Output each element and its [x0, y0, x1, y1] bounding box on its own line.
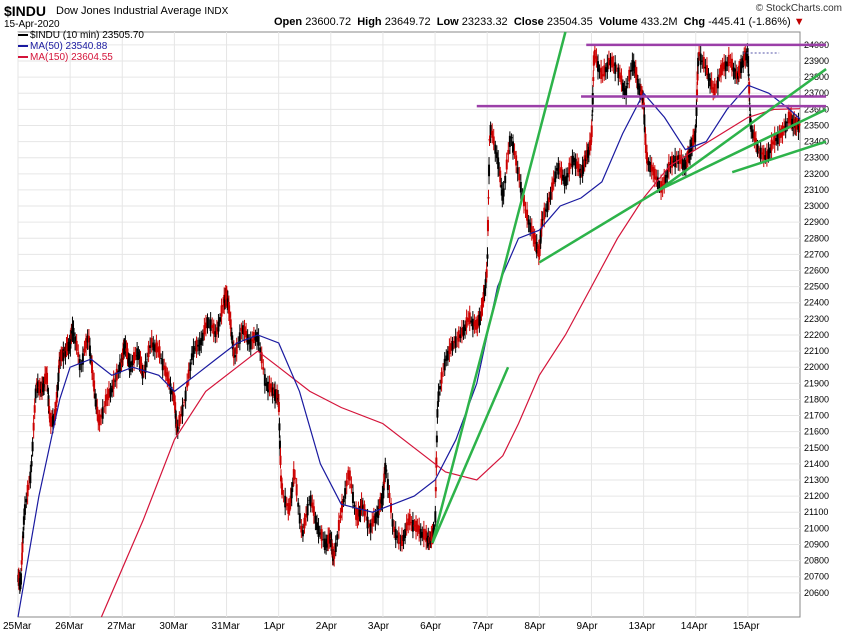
x-tick-label: 15Apr: [733, 621, 760, 632]
y-tick-label: 21400: [804, 459, 829, 469]
y-tick-label: 21200: [804, 491, 829, 501]
y-tick-label: 23900: [804, 56, 829, 66]
x-tick-label: 7Apr: [472, 621, 494, 632]
trend-line: [431, 31, 567, 544]
y-tick-label: 22500: [804, 282, 829, 292]
close-label: Close: [513, 16, 544, 28]
plot-area: [17, 31, 801, 618]
y-tick-label: 23400: [804, 137, 829, 147]
y-tick-label: 21700: [804, 411, 829, 421]
volume-value: 433.2M: [640, 16, 678, 28]
x-tick-label: 26Mar: [55, 621, 84, 632]
x-tick-label: 27Mar: [107, 621, 136, 632]
trend-line: [658, 68, 827, 191]
symbol: $INDU: [4, 3, 47, 19]
legend-label-ma150: MA(150) 23604.55: [30, 52, 113, 63]
close-value: 23504.35: [546, 16, 593, 28]
y-tick-label: 21800: [804, 394, 829, 404]
y-tick-label: 22600: [804, 266, 829, 276]
low-label: Low: [436, 16, 459, 28]
stockcharts-credit[interactable]: © StockCharts.com: [755, 3, 842, 14]
y-tick-label: 23100: [804, 185, 829, 195]
high-value: 23649.72: [384, 16, 431, 28]
open-value: 23600.72: [305, 16, 352, 28]
down-arrow-icon: ▼: [793, 16, 805, 28]
chg-value: -445.41 (-1.86%): [708, 16, 791, 28]
x-tick-label: 6Apr: [420, 621, 442, 632]
index-full-name: Dow Jones Industrial Average: [56, 5, 202, 17]
ohlc-bar: Open 23600.72 High 23649.72 Low 23233.32…: [274, 16, 805, 28]
y-tick-label: 21600: [804, 427, 829, 437]
y-tick-label: 21500: [804, 443, 829, 453]
legend-item-price: $INDU (10 min) 23505.70: [18, 30, 144, 41]
trend-line: [658, 108, 827, 192]
y-tick-label: 22400: [804, 298, 829, 308]
x-tick-label: 31Mar: [212, 621, 241, 632]
y-tick-label: 20700: [804, 572, 829, 582]
chart-date: 15-Apr-2020: [4, 19, 60, 30]
legend: $INDU (10 min) 23505.70 MA(50) 23540.88 …: [18, 30, 144, 63]
y-tick-label: 23000: [804, 201, 829, 211]
y-tick-label: 20600: [804, 588, 829, 598]
y-tick-label: 22000: [804, 362, 829, 372]
volume-label: Volume: [598, 16, 638, 28]
y-tick-label: 23600: [804, 104, 829, 114]
legend-label-ma50: MA(50) 23540.88: [30, 41, 108, 52]
legend-item-ma150: MA(150) 23604.55: [18, 52, 144, 63]
legend-label-price: $INDU (10 min) 23505.70: [30, 30, 144, 41]
y-tick-label: 21300: [804, 475, 829, 485]
y-tick-label: 23300: [804, 153, 829, 163]
x-tick-label: 8Apr: [524, 621, 546, 632]
x-tick-label: 30Mar: [159, 621, 188, 632]
exchange: INDX: [204, 6, 229, 17]
open-label: Open: [274, 16, 303, 28]
y-tick-label: 20900: [804, 539, 829, 549]
trend-line: [431, 366, 510, 544]
x-tick-label: 2Apr: [316, 621, 338, 632]
y-tick-label: 22100: [804, 346, 829, 356]
y-tick-label: 22800: [804, 233, 829, 243]
legend-item-ma50: MA(50) 23540.88: [18, 41, 144, 52]
trend-line: [731, 140, 827, 174]
y-tick-label: 21100: [804, 507, 828, 517]
y-tick-label: 23700: [804, 88, 829, 98]
x-tick-label: 1Apr: [264, 621, 286, 632]
y-tick-label: 21000: [804, 523, 829, 533]
y-tick-label: 21900: [804, 378, 829, 388]
ma150-line: [100, 108, 801, 618]
y-tick-label: 20800: [804, 556, 829, 566]
chg-label: Chg: [683, 16, 706, 28]
x-tick-label: 13Apr: [629, 621, 656, 632]
x-tick-label: 14Apr: [681, 621, 708, 632]
y-tick-label: 22200: [804, 330, 829, 340]
low-value: 23233.32: [461, 16, 508, 28]
trend-line: [538, 188, 660, 264]
high-label: High: [357, 16, 382, 28]
ma50-line: [17, 84, 801, 618]
y-tick-label: 22900: [804, 217, 829, 227]
x-tick-label: 25Mar: [3, 621, 32, 632]
y-tick-label: 23200: [804, 169, 829, 179]
y-tick-label: 23500: [804, 120, 829, 130]
x-tick-label: 9Apr: [576, 621, 598, 632]
y-tick-label: 22300: [804, 314, 829, 324]
x-tick-label: 3Apr: [368, 621, 390, 632]
index-name: Dow Jones Industrial Average INDX: [56, 5, 228, 17]
y-tick-label: 22700: [804, 249, 829, 259]
